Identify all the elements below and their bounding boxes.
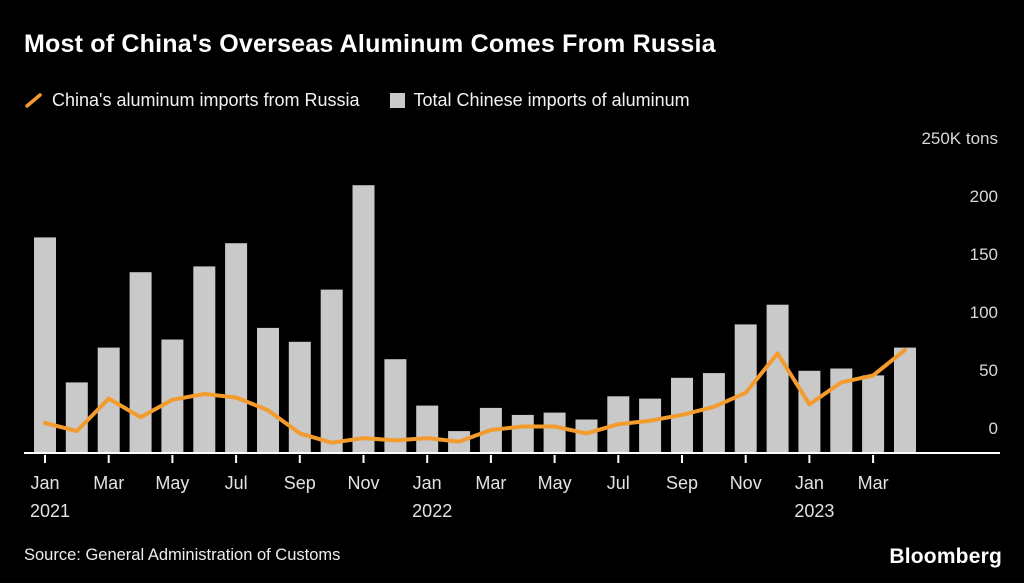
y-axis-labels: 0 50 100 150 200 250K tons xyxy=(921,129,998,438)
y-tick-label: 0 xyxy=(989,419,998,438)
legend-item-russia-imports: China's aluminum imports from Russia xyxy=(24,90,360,111)
x-tick-label: Nov xyxy=(347,473,379,493)
bar-total-imports xyxy=(34,237,56,452)
bar-total-imports xyxy=(129,272,152,452)
bloomberg-logo: Bloomberg xyxy=(889,545,1002,568)
bar-total-imports xyxy=(830,368,853,452)
bar-total-imports xyxy=(894,347,916,452)
bar-total-imports xyxy=(511,414,534,452)
legend-line-stroke xyxy=(25,93,42,108)
bars-total-imports xyxy=(34,185,916,452)
x-year-label: 2021 xyxy=(30,501,70,521)
bar-total-imports xyxy=(702,373,725,452)
line-series-marker-icon xyxy=(25,93,42,108)
bar-total-imports xyxy=(65,382,88,452)
source-credit: Source: General Administration of Custom… xyxy=(24,546,341,564)
x-axis-labels: Jan 2021 Mar May Jul Sep Nov Jan 2022 Mar May Jul Se… xyxy=(30,455,889,521)
bar-total-imports xyxy=(384,359,407,452)
x-tick-label: Jul xyxy=(225,473,248,493)
x-year-label: 2023 xyxy=(794,501,834,521)
russia-imports-line xyxy=(43,347,907,445)
x-tick-label: Sep xyxy=(666,473,698,493)
x-tick-label: Mar xyxy=(475,473,506,493)
bar-total-imports xyxy=(543,412,566,452)
x-year-label: 2022 xyxy=(412,501,452,521)
bar-total-imports xyxy=(193,266,216,452)
x-tick-label: Jul xyxy=(607,473,630,493)
bar-total-imports xyxy=(862,375,885,452)
x-tick-label: May xyxy=(538,473,572,493)
x-tick-label: May xyxy=(155,473,189,493)
bar-total-imports xyxy=(225,243,248,452)
bar-total-imports xyxy=(352,185,375,452)
x-tick-label: Nov xyxy=(730,473,762,493)
y-tick-label: 100 xyxy=(970,303,998,322)
x-tick-label: Jan xyxy=(413,473,442,493)
bar-total-imports xyxy=(161,339,184,452)
y-tick-label: 250K tons xyxy=(921,129,998,148)
x-tick-label: Jan xyxy=(795,473,824,493)
bar-total-imports xyxy=(575,419,598,452)
bar-total-imports xyxy=(320,289,343,452)
y-tick-label: 50 xyxy=(979,361,998,380)
bar-total-imports xyxy=(734,324,757,452)
legend-label-total-imports: Total Chinese imports of aluminum xyxy=(413,90,690,110)
bar-total-imports xyxy=(766,304,789,452)
chart-legend: China's aluminum imports from Russia Tot… xyxy=(24,90,690,111)
chart-title: Most of China's Overseas Aluminum Comes … xyxy=(24,30,716,58)
legend-label-russia-imports: China's aluminum imports from Russia xyxy=(52,90,360,110)
x-tick-label: Mar xyxy=(858,473,889,493)
y-tick-label: 200 xyxy=(970,187,998,206)
x-tick-label: Sep xyxy=(284,473,316,493)
bar-total-imports xyxy=(257,327,279,452)
y-tick-label: 150 xyxy=(970,245,998,264)
bar-total-imports xyxy=(798,370,821,452)
bar-total-imports xyxy=(416,405,439,452)
bar-total-imports xyxy=(639,398,662,452)
x-tick-label: Mar xyxy=(93,473,124,493)
bar-series-marker-icon xyxy=(389,93,405,108)
bar-total-imports xyxy=(288,341,311,452)
legend-item-total-imports: Total Chinese imports of aluminum xyxy=(389,90,690,111)
x-tick-label: Jan xyxy=(30,473,59,493)
